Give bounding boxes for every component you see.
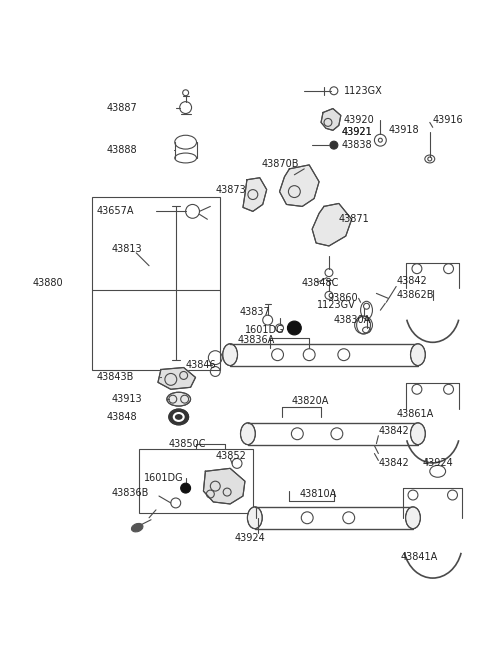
- Circle shape: [180, 483, 191, 493]
- Text: 43838: 43838: [342, 140, 372, 150]
- Text: 43830A: 43830A: [334, 315, 371, 325]
- Text: 43918: 43918: [388, 125, 419, 136]
- Text: 43924: 43924: [423, 458, 454, 468]
- Polygon shape: [243, 178, 267, 212]
- Text: 43836A: 43836A: [238, 335, 275, 345]
- Text: 1123GX: 1123GX: [344, 86, 383, 96]
- Text: 43920: 43920: [344, 115, 374, 125]
- Ellipse shape: [410, 423, 425, 445]
- Text: 43888: 43888: [107, 145, 137, 155]
- Text: 43820A: 43820A: [291, 396, 329, 406]
- Text: 43657A: 43657A: [96, 206, 134, 216]
- Text: 43837: 43837: [240, 307, 271, 317]
- Text: 43813: 43813: [111, 244, 142, 254]
- Text: 43842: 43842: [378, 426, 409, 436]
- Text: 43810A: 43810A: [300, 489, 336, 499]
- Text: 43921: 43921: [342, 127, 372, 138]
- Text: 43852: 43852: [216, 451, 246, 462]
- Text: 43850C: 43850C: [169, 439, 206, 449]
- Ellipse shape: [240, 423, 255, 445]
- Bar: [139, 449, 253, 513]
- Text: 43861A: 43861A: [396, 409, 433, 419]
- Text: 43887: 43887: [107, 103, 137, 113]
- Ellipse shape: [410, 344, 425, 365]
- Text: 43842: 43842: [378, 458, 409, 468]
- Circle shape: [288, 321, 301, 335]
- Text: 43843B: 43843B: [96, 373, 134, 383]
- Ellipse shape: [406, 507, 420, 529]
- Text: 43913: 43913: [111, 394, 142, 404]
- Text: 43848C: 43848C: [301, 278, 339, 288]
- Circle shape: [330, 141, 338, 149]
- Text: 43846: 43846: [186, 360, 216, 369]
- Text: 43871: 43871: [339, 214, 370, 224]
- Text: 43862B: 43862B: [396, 290, 433, 301]
- Ellipse shape: [167, 392, 191, 406]
- Text: 93860: 93860: [327, 293, 358, 303]
- Text: 43842: 43842: [396, 276, 427, 286]
- Text: 43924: 43924: [235, 533, 266, 542]
- Text: 43848: 43848: [107, 412, 137, 422]
- Text: 43841A: 43841A: [400, 552, 437, 562]
- Ellipse shape: [223, 344, 238, 365]
- Ellipse shape: [247, 507, 262, 529]
- Text: 43916: 43916: [433, 115, 463, 125]
- Bar: [92, 196, 220, 369]
- Text: 43870B: 43870B: [262, 159, 299, 169]
- Text: 1601DG: 1601DG: [245, 325, 285, 335]
- Polygon shape: [279, 165, 319, 206]
- Polygon shape: [321, 109, 341, 130]
- Ellipse shape: [132, 523, 143, 532]
- Polygon shape: [204, 468, 245, 504]
- Text: 43921: 43921: [342, 127, 372, 138]
- Text: 43873: 43873: [216, 185, 246, 195]
- Polygon shape: [312, 204, 352, 246]
- Text: 1601DG: 1601DG: [144, 473, 184, 483]
- Polygon shape: [158, 367, 195, 389]
- Text: 43880: 43880: [33, 278, 63, 288]
- Text: 43836B: 43836B: [111, 488, 149, 498]
- Ellipse shape: [169, 409, 189, 425]
- Text: 1123GV: 1123GV: [317, 300, 356, 310]
